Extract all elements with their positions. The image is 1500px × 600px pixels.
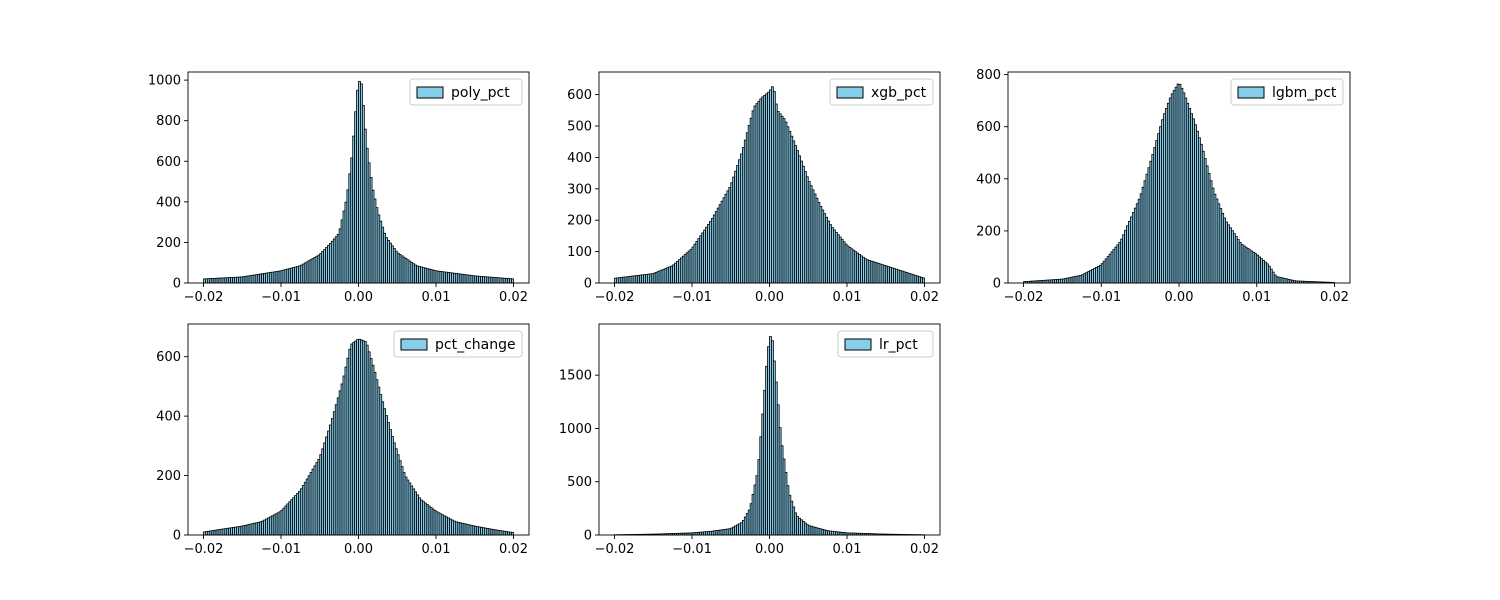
x-tick-label: −0.01: [1081, 290, 1121, 305]
legend-swatch: [416, 86, 444, 99]
y-tick-label: 0: [173, 529, 181, 544]
subplot-xgb_pct: −0.02 −0.01 0.00 0.01 0.02 0 100 200 300 400 500 60…: [567, 71, 941, 305]
x-tick-label: 0.00: [344, 290, 373, 305]
legend-label: lgbm_pct: [1272, 85, 1337, 101]
legend-label: pct_change: [435, 337, 516, 353]
bars: [614, 336, 925, 536]
x-tick-label: −0.01: [261, 542, 301, 557]
x-tick-label: 0.02: [910, 290, 939, 305]
x-tick-label: −0.02: [184, 290, 224, 305]
subplot-lgbm_pct: −0.02 −0.01 0.00 0.01 0.02 0 200 400 600 800 lgbm_…: [976, 68, 1351, 305]
y-tick-label: 0: [993, 277, 1001, 292]
x-tick-label: 0.00: [755, 542, 784, 557]
histogram-bar: [511, 278, 514, 284]
x-tick-label: −0.02: [1004, 290, 1044, 305]
y-tick-label: 600: [976, 120, 1001, 135]
x-tick-label: 0.01: [833, 290, 862, 305]
x-tick-label: 0.02: [1320, 290, 1349, 305]
subplot-lr_pct: −0.02 −0.01 0.00 0.01 0.02 0 500 1000 1500 lr_pct: [559, 323, 941, 557]
histogram-bar: [922, 277, 925, 284]
y-tick-label: 200: [976, 224, 1001, 239]
legend-label: xgb_pct: [871, 85, 927, 101]
y-tick-label: 600: [567, 88, 592, 103]
y-tick-label: 1000: [148, 74, 181, 89]
y-tick-label: 800: [976, 68, 1001, 83]
legend-swatch: [400, 338, 428, 351]
x-tick-label: −0.01: [672, 542, 712, 557]
y-tick-label: 400: [567, 151, 592, 166]
y-tick-label: 400: [156, 410, 181, 425]
x-tick-label: 0.02: [499, 542, 528, 557]
y-tick-label: 200: [156, 469, 181, 484]
y-tick-label: 600: [156, 155, 181, 170]
x-tick-label: 0.00: [755, 290, 784, 305]
y-tick-label: 600: [156, 350, 181, 365]
legend-label: lr_pct: [879, 337, 918, 353]
legend-swatch: [836, 86, 864, 99]
y-tick-label: 500: [567, 120, 592, 135]
bars: [614, 86, 925, 284]
x-tick-label: −0.02: [184, 542, 224, 557]
x-tick-label: 0.01: [1242, 290, 1271, 305]
y-tick-label: 1500: [559, 369, 592, 384]
subplot-pct_change: −0.02 −0.01 0.00 0.01 0.02 0 200 400 600 pct_chan…: [156, 323, 530, 557]
x-tick-label: −0.02: [595, 290, 635, 305]
y-tick-label: 500: [567, 475, 592, 490]
subplot-poly_pct: −0.02 −0.01 0.00 0.01 0.02 0 200 400 600 800 1000 p…: [148, 71, 530, 305]
y-tick-label: 400: [976, 172, 1001, 187]
x-tick-label: −0.02: [595, 542, 635, 557]
y-tick-label: 0: [584, 529, 592, 544]
x-tick-label: 0.01: [422, 542, 451, 557]
y-tick-label: 800: [156, 114, 181, 129]
y-tick-label: 1000: [559, 422, 592, 437]
x-tick-label: −0.01: [672, 290, 712, 305]
y-tick-label: 100: [567, 245, 592, 260]
x-tick-label: 0.02: [499, 290, 528, 305]
x-tick-label: 0.00: [1165, 290, 1194, 305]
x-tick-label: −0.01: [261, 290, 301, 305]
y-tick-label: 200: [156, 236, 181, 251]
x-tick-label: 0.00: [344, 542, 373, 557]
bars: [203, 80, 514, 284]
x-tick-label: 0.01: [833, 542, 862, 557]
x-tick-label: 0.02: [910, 542, 939, 557]
y-tick-label: 300: [567, 182, 592, 197]
y-tick-label: 400: [156, 195, 181, 210]
bars: [203, 338, 514, 536]
y-tick-label: 0: [173, 277, 181, 292]
legend-swatch: [1237, 86, 1265, 99]
legend-swatch: [844, 338, 872, 351]
legend-label: poly_pct: [451, 85, 510, 101]
bars: [1023, 83, 1335, 284]
y-tick-label: 0: [584, 277, 592, 292]
x-tick-label: 0.01: [422, 290, 451, 305]
y-tick-label: 200: [567, 214, 592, 229]
